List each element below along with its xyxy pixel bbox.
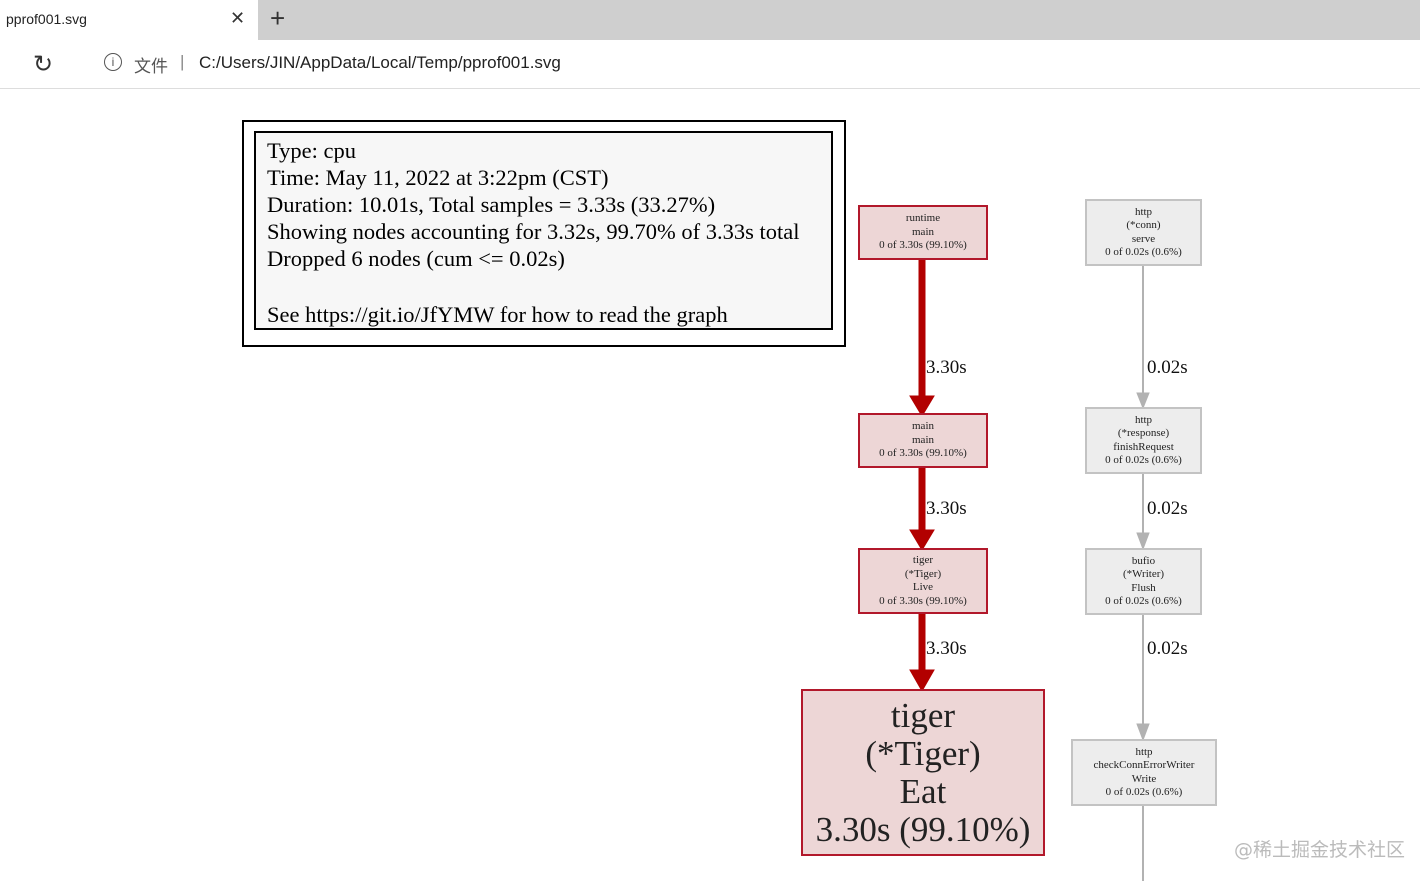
legend-inner: Type: cpu Time: May 11, 2022 at 3:22pm (…	[254, 131, 833, 330]
node-line: (*conn)	[1126, 219, 1161, 231]
address-bar[interactable]: i 文件 | C:/Users/JIN/AppData/Local/Temp/p…	[82, 44, 1420, 84]
legend-help: See https://git.io/JfYMW for how to read…	[267, 302, 728, 327]
node-line: 0 of 0.02s (0.6%)	[1105, 595, 1182, 607]
node-line: Live	[912, 581, 934, 593]
node-line: main	[912, 433, 934, 446]
arrow-head	[1136, 532, 1150, 551]
close-icon[interactable]: ✕	[230, 8, 246, 28]
node-line: (*response)	[1117, 427, 1170, 439]
node-bufio-flush[interactable]: bufio (*Writer) Flush 0 of 0.02s (0.6%)	[1085, 548, 1202, 615]
node-line: (*Tiger)	[904, 567, 942, 580]
url-text[interactable]: C:/Users/JIN/AppData/Local/Temp/pprof001…	[199, 53, 561, 72]
node-line: serve	[1131, 232, 1156, 245]
node-line: runtime	[905, 212, 941, 225]
arrow-head	[1136, 392, 1150, 410]
tab-pprof001[interactable]: pprof001.svg ✕	[0, 0, 258, 40]
node-line: finishRequest	[1113, 440, 1174, 453]
node-line: Eat	[899, 771, 947, 811]
info-icon[interactable]: i	[104, 53, 122, 71]
reload-icon[interactable]: ↻	[33, 50, 54, 78]
legend-time: Time: May 11, 2022 at 3:22pm (CST)	[267, 165, 609, 190]
node-line: 0 of 0.02s (0.6%)	[1105, 786, 1183, 798]
node-http-check-conn-error-writer[interactable]: http checkConnErrorWriter Write 0 of 0.0…	[1071, 739, 1217, 806]
edge-label: 3.30s	[926, 498, 967, 519]
edge-label: 0.02s	[1147, 638, 1188, 659]
node-http-finish-request[interactable]: http (*response) finishRequest 0 of 0.02…	[1085, 407, 1202, 474]
file-label: 文件	[134, 57, 168, 77]
node-line: main	[912, 420, 934, 433]
node-line: (*Tiger)	[865, 733, 981, 773]
node-http-serve[interactable]: http (*conn) serve 0 of 0.02s (0.6%)	[1085, 199, 1202, 266]
node-line: tiger	[890, 695, 956, 735]
node-line: Write	[1131, 772, 1157, 785]
node-runtime-main[interactable]: runtime main 0 of 3.30s (99.10%)	[858, 205, 988, 260]
node-line: 0 of 3.30s (99.10%)	[879, 447, 967, 460]
tab-title: pprof001.svg	[6, 11, 87, 27]
node-line: 0 of 0.02s (0.6%)	[1105, 246, 1182, 258]
legend-duration: Duration: 10.01s, Total samples = 3.33s …	[267, 192, 716, 217]
node-line: Flush	[1131, 581, 1156, 594]
node-line: 0 of 3.30s (99.10%)	[879, 594, 967, 607]
watermark: @稀土掘金技术社区	[1234, 839, 1406, 861]
arrow-head	[909, 669, 935, 693]
legend-type: Type: cpu	[267, 138, 357, 163]
arrow-head	[909, 529, 935, 551]
node-tiger-eat[interactable]: tiger (*Tiger) Eat 3.30s (99.10%)	[801, 689, 1045, 856]
new-tab-icon[interactable]: +	[270, 3, 286, 33]
node-line: 3.30s (99.10%)	[815, 809, 1031, 849]
node-line: bufio	[1131, 554, 1156, 567]
edge-label: 0.02s	[1147, 357, 1188, 378]
node-line: 0 of 3.30s (99.10%)	[879, 239, 967, 252]
node-line: http	[1134, 413, 1153, 426]
arrow-head	[909, 395, 935, 417]
node-line: main	[912, 225, 934, 238]
node-line: (*Writer)	[1122, 568, 1165, 580]
node-main-main[interactable]: main main 0 of 3.30s (99.10%)	[858, 413, 988, 468]
legend-dropped: Dropped 6 nodes (cum <= 0.02s)	[267, 246, 565, 271]
separator: |	[180, 52, 185, 71]
edge-label: 3.30s	[926, 638, 967, 659]
legend-showing: Showing nodes accounting for 3.32s, 99.7…	[267, 219, 800, 244]
tab-bar: pprof001.svg ✕ +	[0, 0, 1420, 40]
edge-label: 3.30s	[926, 357, 967, 378]
node-line: checkConnErrorWriter	[1093, 759, 1195, 771]
arrow-head	[1136, 723, 1150, 742]
node-line: tiger	[912, 554, 934, 566]
node-line: 0 of 0.02s (0.6%)	[1105, 454, 1182, 466]
node-line: http	[1135, 745, 1153, 758]
legend-box: Type: cpu Time: May 11, 2022 at 3:22pm (…	[242, 120, 846, 347]
address-toolbar: ↻ i 文件 | C:/Users/JIN/AppData/Local/Temp…	[0, 40, 1420, 89]
node-tiger-live[interactable]: tiger (*Tiger) Live 0 of 3.30s (99.10%)	[858, 548, 988, 614]
edge-label: 0.02s	[1147, 498, 1188, 519]
node-line: http	[1134, 205, 1153, 218]
